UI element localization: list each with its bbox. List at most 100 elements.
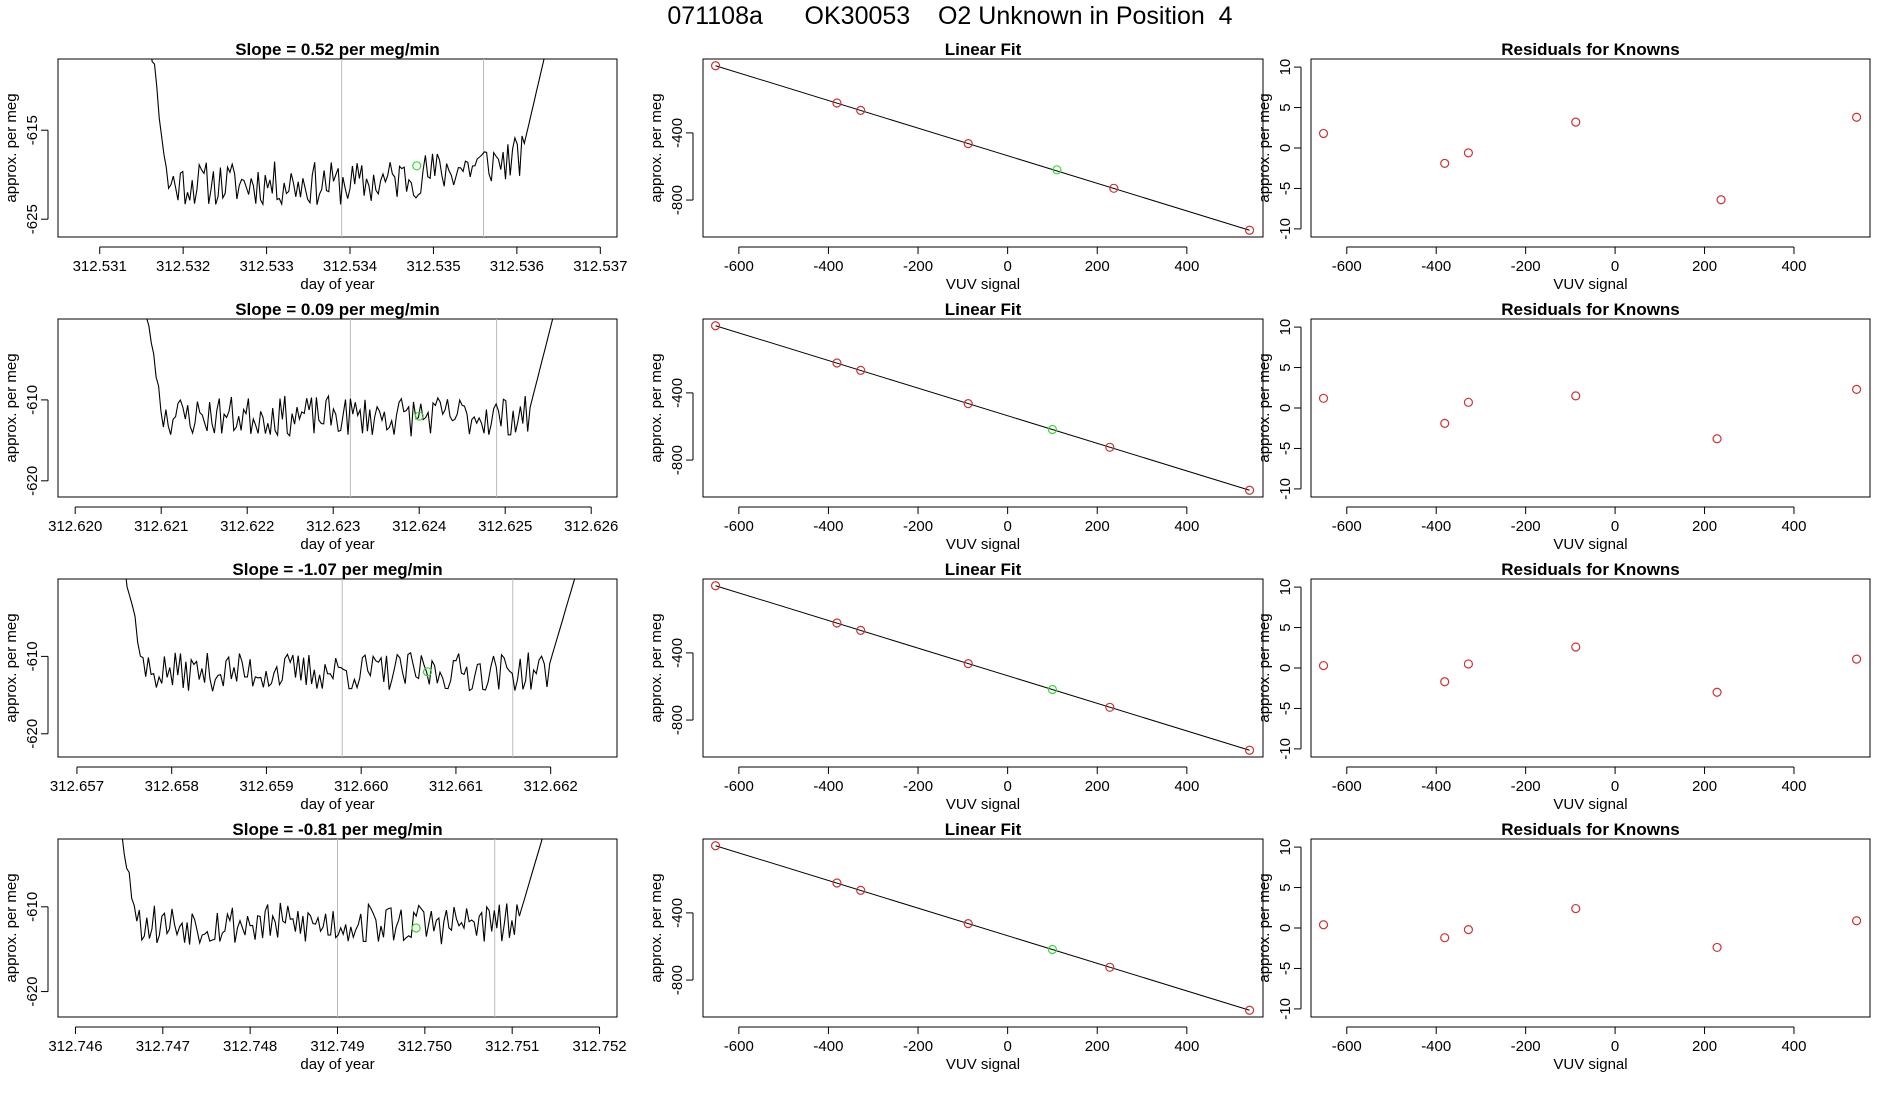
y-tick-label: -610 — [24, 641, 41, 671]
x-tick-label: 400 — [1781, 1038, 1806, 1055]
signal-trace — [151, 59, 545, 207]
known-point — [832, 878, 842, 888]
x-tick-label: 0 — [1003, 258, 1011, 275]
x-axis-label: day of year — [300, 1056, 374, 1073]
x-tick-label: 312.622 — [220, 518, 274, 535]
plot-area — [1318, 112, 1862, 205]
y-tick-label: -615 — [24, 115, 41, 145]
residual-point — [1318, 393, 1329, 403]
x-tick-label: 200 — [1692, 778, 1717, 795]
plot-title: Residuals for Knowns — [1501, 300, 1680, 319]
y-axis-label: approx. per meg — [3, 93, 20, 202]
y-tick-label: -10 — [1277, 998, 1294, 1020]
y-tick-label: -400 — [669, 638, 686, 668]
panel-scatter: Residuals for Knowns -600 -400 -200 0 200 400 V… — [1256, 820, 1871, 1073]
y-tick-label: -5 — [1277, 702, 1294, 715]
known-point — [1105, 962, 1115, 972]
x-tick-label: 200 — [1085, 1038, 1110, 1055]
x-tick-label: 312.534 — [323, 258, 377, 275]
x-tick-label: 312.535 — [406, 258, 460, 275]
x-axis-label: day of year — [300, 276, 374, 293]
x-tick-label: 200 — [1692, 518, 1717, 535]
panel-scatter-fit: Linear Fit -600 -400 -200 0 200 400 VUV signal -… — [648, 40, 1264, 293]
x-tick-label: 0 — [1611, 518, 1619, 535]
y-tick-label: 10 — [1277, 839, 1294, 856]
x-tick-label: -200 — [903, 258, 933, 275]
y-axis-label: approx. per meg — [1256, 873, 1273, 982]
known-point — [856, 885, 866, 895]
x-tick-label: 400 — [1174, 1038, 1199, 1055]
x-tick-label: 200 — [1085, 258, 1110, 275]
known-point — [1105, 702, 1115, 712]
x-tick-label: -600 — [1332, 258, 1362, 275]
x-tick-label: -600 — [1332, 1038, 1362, 1055]
x-axis-label: day of year — [300, 796, 374, 813]
x-axis-label: VUV signal — [1553, 276, 1627, 293]
y-tick-label: -800 — [669, 965, 686, 995]
residual-point — [1712, 687, 1722, 697]
panel-scatter: Residuals for Knowns -600 -400 -200 0 200 400 V… — [1256, 40, 1871, 293]
y-axis-label: approx. per meg — [3, 613, 20, 722]
plot-area — [710, 321, 1255, 495]
y-tick-label: -620 — [24, 466, 41, 496]
y-tick-label: -800 — [669, 705, 686, 735]
signal-trace — [146, 319, 554, 438]
unknown-point — [1047, 944, 1058, 955]
x-tick-label: -600 — [724, 1038, 754, 1055]
known-point — [1244, 225, 1255, 235]
plot-frame — [57, 58, 618, 238]
y-tick-label: -5 — [1277, 962, 1294, 975]
y-tick-label: -400 — [669, 378, 686, 408]
plot-area — [1318, 384, 1862, 444]
x-tick-label: 312.660 — [334, 778, 388, 795]
residual-point — [1440, 158, 1450, 168]
x-tick-label: 312.624 — [392, 518, 446, 535]
plot-area — [1318, 903, 1862, 953]
plot-title: Slope = 0.52 per meg/min — [235, 40, 440, 59]
y-tick-label: 0 — [1277, 664, 1294, 672]
plot-title: Linear Fit — [945, 820, 1022, 839]
plot-frame — [1310, 838, 1871, 1018]
plot-area — [710, 841, 1255, 1015]
y-axis-label: approx. per meg — [1256, 353, 1273, 462]
x-tick-label: 400 — [1174, 258, 1199, 275]
x-tick-label: -400 — [813, 778, 843, 795]
plot-title: Residuals for Knowns — [1501, 560, 1680, 579]
panel-line: Slope = 0.52 per meg/min 312.531 312.532 31… — [3, 40, 627, 293]
y-tick-label: 10 — [1277, 59, 1294, 76]
plot-area — [121, 839, 543, 1017]
known-point — [963, 139, 973, 149]
x-tick-label: 0 — [1611, 258, 1619, 275]
y-tick-label: -10 — [1277, 218, 1294, 240]
plot-area — [125, 579, 576, 757]
x-tick-label: 312.626 — [564, 518, 618, 535]
known-point — [710, 581, 721, 591]
x-tick-label: 400 — [1174, 778, 1199, 795]
plot-area — [1318, 642, 1862, 697]
residual-point — [1712, 434, 1722, 444]
residual-point — [1463, 148, 1474, 158]
x-axis-label: VUV signal — [946, 796, 1020, 813]
unknown-point — [422, 667, 433, 677]
x-tick-label: 400 — [1781, 258, 1806, 275]
x-axis-label: VUV signal — [946, 536, 1020, 553]
x-tick-label: -600 — [724, 778, 754, 795]
x-tick-label: 312.621 — [134, 518, 188, 535]
x-tick-label: 200 — [1692, 1038, 1717, 1055]
x-tick-label: 312.658 — [145, 778, 199, 795]
plot-frame — [1310, 318, 1871, 498]
x-tick-label: -200 — [903, 778, 933, 795]
known-point — [856, 625, 866, 635]
x-tick-label: 312.746 — [48, 1038, 102, 1055]
plot-frame — [57, 318, 618, 498]
x-tick-label: 200 — [1692, 258, 1717, 275]
x-tick-label: 312.532 — [156, 258, 210, 275]
plot-title: Linear Fit — [945, 300, 1022, 319]
x-tick-label: 312.657 — [50, 778, 104, 795]
fit-line — [715, 325, 1250, 491]
x-axis-label: VUV signal — [946, 276, 1020, 293]
x-tick-label: 312.623 — [306, 518, 360, 535]
residual-point — [1571, 642, 1581, 652]
unknown-point — [414, 411, 424, 421]
y-tick-label: 5 — [1277, 363, 1294, 371]
